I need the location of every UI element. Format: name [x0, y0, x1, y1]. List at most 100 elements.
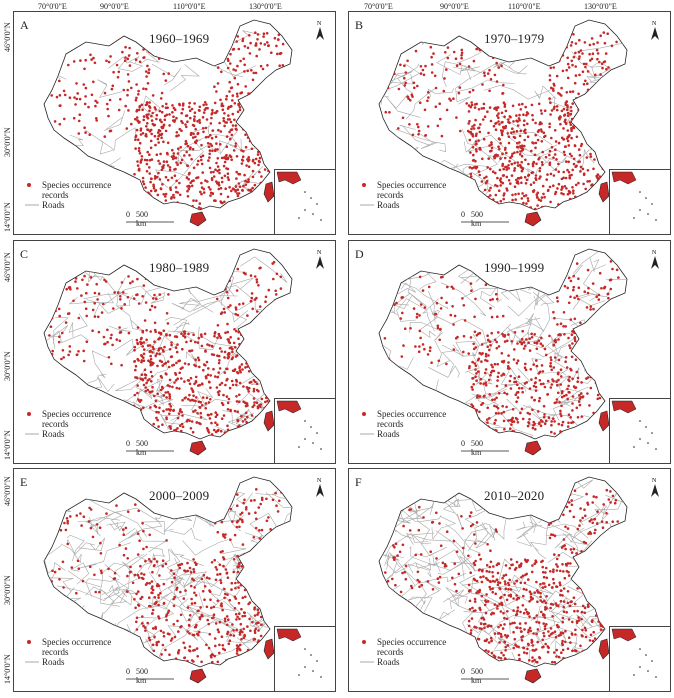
lat-label-46n-row2: 46°0'0"N [3, 252, 12, 282]
north-label: N [652, 250, 657, 256]
lat-label-14n-row3: 14°0'0"N [3, 654, 12, 684]
road-line-icon [24, 429, 42, 441]
china-outline [378, 19, 628, 211]
south-china-sea-inset [609, 626, 670, 691]
road-line-icon [359, 200, 377, 212]
taiwan-island [263, 181, 275, 203]
lat-label-30n-row3: 30°0'0"N [3, 575, 12, 605]
map-legend: Species occurrence records Roads [24, 637, 111, 669]
hainan-island [524, 440, 542, 456]
road-line-icon [24, 657, 42, 669]
north-label: N [317, 478, 322, 484]
occurrence-dot-icon [24, 180, 42, 192]
south-china-sea-inset [609, 169, 670, 234]
scale-zero: 0 [461, 667, 465, 676]
legend-roads-label: Roads [377, 200, 400, 210]
period-title: 2000–2009 [149, 488, 210, 503]
legend-points-label: Species occurrence records [42, 637, 112, 657]
legend-points-label: Species occurrence records [377, 180, 447, 200]
north-arrow-icon: N [313, 247, 327, 271]
legend-roads-label: Roads [377, 429, 400, 439]
lon-label-70e-right: 70°0'0"E [364, 2, 393, 11]
panel-letter: C [20, 247, 29, 261]
legend-roads-label: Roads [42, 200, 65, 210]
legend-points-label: Species occurrence records [377, 409, 447, 429]
map-panel-d: D 1990–1999 N Species occurrence records … [348, 240, 671, 464]
occurrence-dot-icon [24, 409, 42, 421]
hainan-island [189, 668, 207, 684]
legend-points-label: Species occurrence records [42, 180, 112, 200]
map-panel-f: F 2010–2020 N Species occurrence records … [348, 468, 671, 692]
lat-label-14n-row2: 14°0'0"N [3, 430, 12, 460]
lon-label-110e-right: 110°0'0"E [508, 2, 541, 11]
south-china-sea-inset [274, 169, 335, 234]
map-panel-e: E 2000–2009 N Species occurrence records … [13, 468, 336, 692]
south-china-sea-inset [609, 398, 670, 463]
map-legend: Species occurrence records Roads [359, 409, 446, 441]
panel-letter: A [20, 18, 29, 32]
hainan-island [189, 211, 207, 227]
scale-zero: 0 [126, 439, 130, 448]
lat-label-46n-row1: 46°0'0"N [3, 22, 12, 52]
lon-label-90e-left: 90°0'0"E [100, 2, 129, 11]
north-label: N [317, 21, 322, 27]
lon-label-70e-left: 70°0'0"E [38, 2, 67, 11]
panel-letter: B [355, 18, 364, 32]
north-arrow-icon: N [648, 247, 662, 271]
panel-letter: E [20, 475, 28, 489]
lon-label-90e-right: 90°0'0"E [440, 2, 469, 11]
north-arrow-icon: N [313, 18, 327, 42]
period-title: 2010–2020 [484, 488, 545, 503]
scale-label: 500 km [471, 667, 483, 685]
scale-label: 500 km [136, 439, 148, 457]
road-line-icon [359, 657, 377, 669]
roads-layer [44, 249, 292, 439]
taiwan-island [263, 410, 275, 432]
legend-roads-label: Roads [42, 657, 65, 667]
scale-zero: 0 [126, 667, 130, 676]
map-legend: Species occurrence records Roads [24, 409, 111, 441]
taiwan-island [598, 638, 610, 660]
road-line-icon [24, 200, 42, 212]
occurrence-dot-icon [359, 180, 377, 192]
china-outline [43, 248, 293, 440]
occurrence-dot-icon [24, 637, 42, 649]
occurrence-dot-icon [359, 409, 377, 421]
map-panel-c: C 1980–1989 N Species occurrence records … [13, 240, 336, 464]
legend-roads-label: Roads [42, 429, 65, 439]
lon-label-130e-left: 130°0'0"E [249, 2, 282, 11]
map-panel-b: B 1970–1979 N Species occurrence records … [348, 11, 671, 235]
china-outline [378, 248, 628, 440]
legend-points-label: Species occurrence records [377, 637, 447, 657]
hainan-island [524, 211, 542, 227]
south-china-sea-inset [274, 398, 335, 463]
lon-label-130e-right: 130°0'0"E [584, 2, 617, 11]
north-arrow-icon: N [648, 18, 662, 42]
scale-zero: 0 [461, 210, 465, 219]
china-map [378, 19, 628, 227]
panel-letter: F [355, 475, 362, 489]
scale-zero: 0 [461, 439, 465, 448]
north-label: N [317, 250, 322, 256]
lon-label-110e-left: 110°0'0"E [173, 2, 206, 11]
china-map [43, 19, 293, 227]
lat-label-30n-row1: 30°0'0"N [3, 127, 12, 157]
map-panel-a: A 1960–1969 N Species occurrence records … [13, 11, 336, 235]
road-line-icon [359, 429, 377, 441]
china-map [378, 476, 628, 684]
north-arrow-icon: N [648, 475, 662, 499]
china-map [43, 248, 293, 456]
china-map [378, 248, 628, 456]
legend-points-label: Species occurrence records [42, 409, 112, 429]
legend-roads-label: Roads [377, 657, 400, 667]
taiwan-island [598, 410, 610, 432]
scale-label: 500 km [471, 210, 483, 228]
taiwan-island [263, 638, 275, 660]
map-legend: Species occurrence records Roads [359, 637, 446, 669]
north-label: N [652, 21, 657, 27]
lat-label-46n-row3: 46°0'0"N [3, 476, 12, 506]
south-china-sea-inset [274, 626, 335, 691]
panel-letter: D [355, 247, 364, 261]
period-title: 1980–1989 [149, 260, 210, 275]
north-label: N [652, 478, 657, 484]
